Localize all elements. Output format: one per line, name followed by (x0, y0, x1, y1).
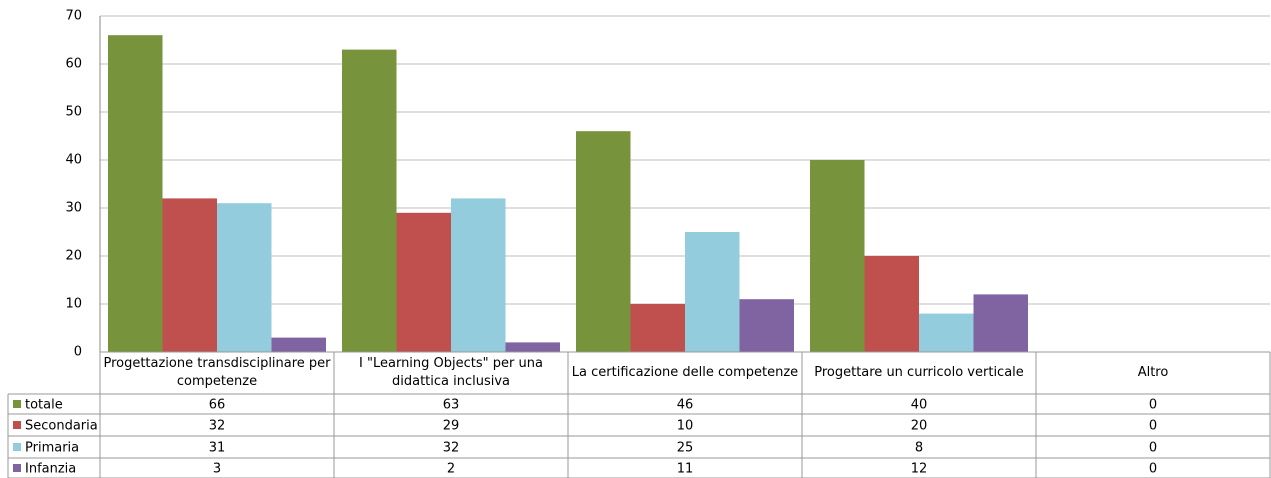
y-tick-label: 40 (65, 153, 82, 168)
y-tick-label: 0 (74, 345, 82, 360)
category-cell: Progettare un curricolo verticale (814, 365, 1024, 380)
x-tick-label: Progettare un curricolo verticale (814, 365, 1024, 380)
table-value: 0 (1149, 441, 1157, 456)
category-cell: Altro (1137, 365, 1169, 380)
bar (576, 131, 631, 352)
legend-label: Primaria (25, 441, 79, 456)
table-value: 2 (447, 462, 455, 477)
table-value: 8 (915, 441, 923, 456)
category-cell: La certificazione delle competenze (571, 365, 799, 380)
table-value: 66 (209, 398, 226, 413)
bar (864, 256, 919, 352)
y-tick-label: 20 (65, 249, 82, 264)
bar (396, 212, 451, 352)
bar (505, 342, 560, 352)
table-value: 20 (911, 419, 928, 434)
bar (973, 294, 1028, 352)
table-value: 40 (911, 398, 928, 413)
bar (685, 232, 740, 352)
table-value: 25 (677, 441, 694, 456)
legend-swatch (13, 464, 21, 472)
table-value: 0 (1149, 398, 1157, 413)
table-value: 46 (677, 398, 694, 413)
bar (810, 160, 865, 352)
bar (630, 304, 685, 352)
table-value: 29 (443, 419, 460, 434)
bar (739, 299, 794, 352)
table-value: 0 (1149, 462, 1157, 477)
category-cell: I "Learning Objects" per una didattica i… (359, 356, 543, 389)
table-value: 0 (1149, 419, 1157, 434)
x-tick-label: Progettazione transdisciplinare per comp… (103, 356, 331, 389)
legend-swatch (13, 421, 21, 429)
bar (271, 337, 326, 352)
table-value: 32 (209, 419, 226, 434)
y-tick-label: 70 (65, 9, 82, 24)
y-tick-label: 10 (65, 297, 82, 312)
bar (919, 313, 974, 352)
legend-swatch (13, 400, 21, 408)
bar (162, 198, 217, 352)
y-tick-label: 30 (65, 201, 82, 216)
table-value: 32 (443, 441, 460, 456)
legend-label: Infanzia (25, 462, 76, 477)
bar (342, 49, 397, 352)
bar (451, 198, 506, 352)
bar (217, 203, 272, 352)
legend-swatch (13, 443, 21, 451)
table-value: 31 (209, 441, 226, 456)
table-value: 3 (213, 462, 221, 477)
y-tick-label: 60 (65, 57, 82, 72)
legend-label: totale (25, 398, 63, 413)
table-value: 10 (677, 419, 694, 434)
table-value: 11 (677, 462, 694, 477)
x-tick-label: La certificazione delle competenze (571, 365, 799, 380)
legend-label: Secondaria (25, 419, 98, 434)
bar (108, 35, 163, 352)
x-tick-label: Altro (1137, 365, 1169, 380)
category-cell: Progettazione transdisciplinare per comp… (103, 356, 331, 389)
table-value: 12 (911, 462, 928, 477)
x-tick-label: I "Learning Objects" per una didattica i… (359, 356, 543, 389)
y-tick-label: 50 (65, 105, 82, 120)
table-value: 63 (443, 398, 460, 413)
